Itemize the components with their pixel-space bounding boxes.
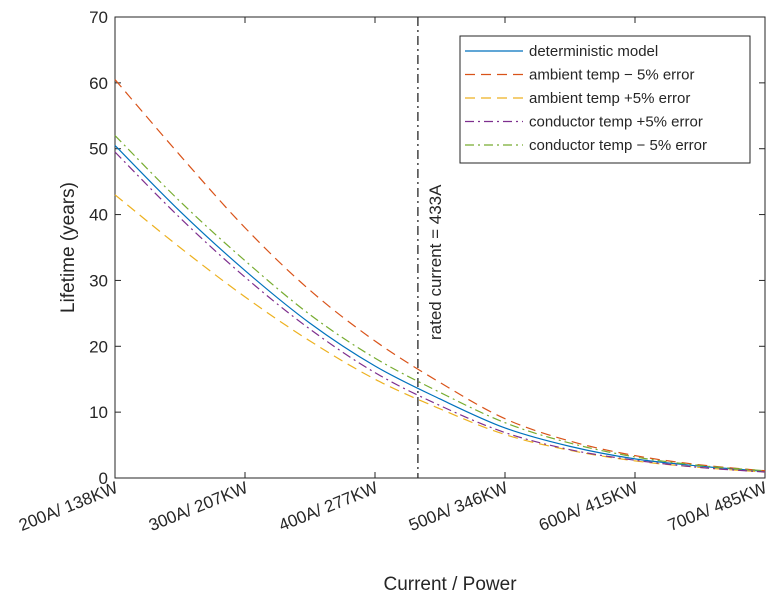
x-tick-label: 400A/ 277KW xyxy=(276,478,380,535)
x-tick-label: 600A/ 415KW xyxy=(536,478,640,535)
y-tick-label: 50 xyxy=(89,140,108,159)
x-tick-label: 200A/ 138KW xyxy=(16,478,120,535)
series-line-5 xyxy=(114,135,766,472)
y-tick-label: 60 xyxy=(89,74,108,93)
y-tick-label: 10 xyxy=(89,403,108,422)
legend-box xyxy=(459,35,751,164)
legend-label-1: deterministic model xyxy=(529,43,658,60)
legend-label-4: conductor temp +5% error xyxy=(529,114,703,131)
legend-label-2: ambient temp − 5% error xyxy=(529,67,695,84)
x-tick-label: 700A/ 485KW xyxy=(665,478,769,535)
x-tick-label: 500A/ 346KW xyxy=(406,478,510,535)
y-tick-label: 20 xyxy=(89,337,108,356)
legend-label-5: conductor temp − 5% error xyxy=(529,137,707,154)
y-tick-label: 0 xyxy=(99,469,108,488)
legend-label-3: ambient temp +5% error xyxy=(529,90,690,107)
y-tick-label: 70 xyxy=(89,8,108,27)
y-tick-label: 40 xyxy=(89,206,108,225)
series-line-2 xyxy=(114,79,766,472)
plot-area-frame xyxy=(114,16,766,479)
x-axis-label: Current / Power xyxy=(383,574,517,595)
series-line-1 xyxy=(114,144,766,473)
y-tick-label: 30 xyxy=(89,271,108,290)
y-axis-label: Lifetime (years) xyxy=(58,182,79,313)
series-line-4 xyxy=(114,151,766,473)
x-tick-label: 300A/ 207KW xyxy=(146,478,250,535)
rated-current-annotation: rated current = 433A xyxy=(426,184,445,340)
